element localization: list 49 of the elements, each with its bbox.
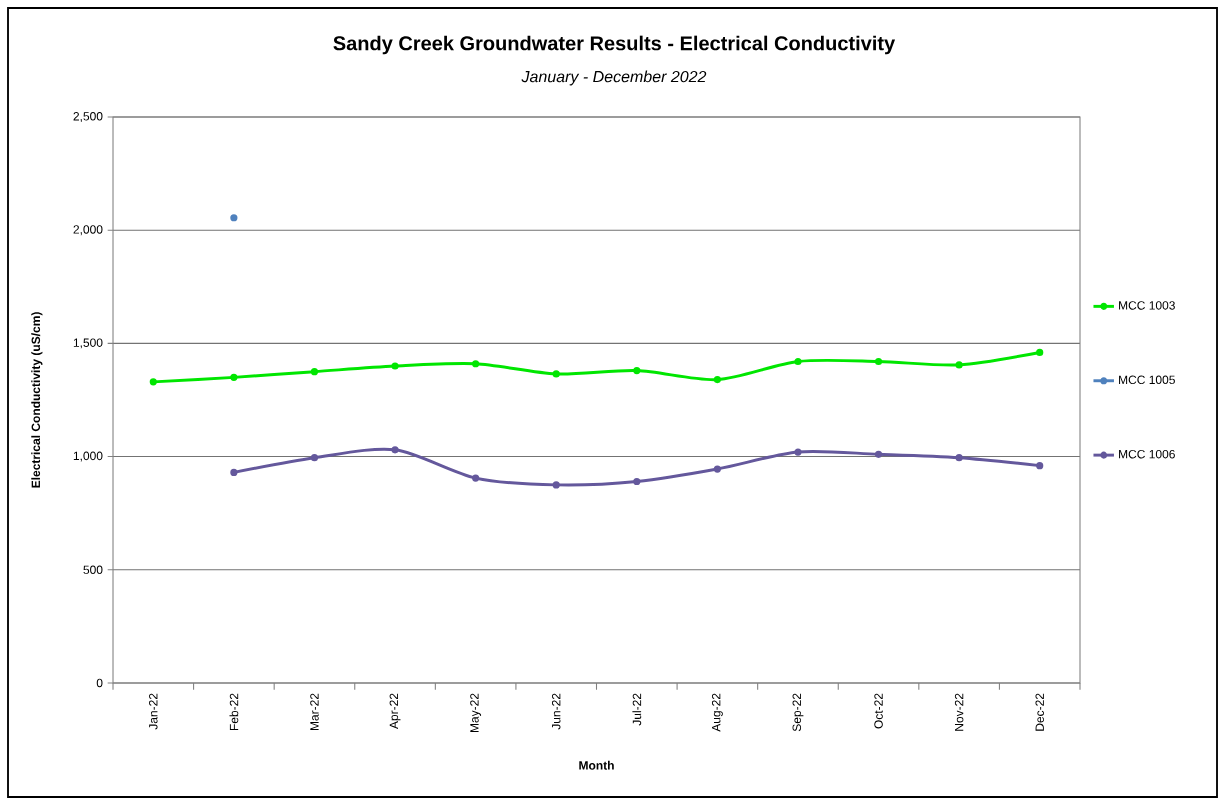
x-tick-label: Apr-22	[389, 693, 401, 730]
point	[310, 454, 319, 462]
point	[955, 361, 963, 369]
x-tick-label: Sep-22	[792, 693, 804, 732]
y-axis-title: Electrical Conductivity (uS/cm)	[31, 312, 43, 488]
x-tick-label: May-22	[470, 693, 482, 733]
y-tick-label: 0	[96, 678, 103, 688]
point	[552, 481, 560, 489]
point	[874, 450, 883, 458]
point	[472, 360, 480, 368]
x-tick-label: Feb-22	[229, 693, 239, 731]
point	[1036, 462, 1044, 470]
point	[391, 446, 399, 454]
y-tick-label: 2,500	[73, 112, 103, 122]
point	[230, 214, 238, 222]
point	[552, 370, 560, 378]
y-tick-label: 2,000	[73, 225, 103, 236]
chart-subtitle: January - December 2022	[521, 70, 707, 86]
point	[472, 474, 480, 482]
y-tick-label: 1,500	[73, 338, 103, 349]
x-tick-label: Nov-22	[954, 693, 964, 731]
point	[310, 368, 319, 376]
point	[633, 477, 641, 486]
x-tick-label: Dec-22	[1035, 693, 1044, 731]
point	[633, 366, 641, 375]
y-tick-label: 1,000	[73, 451, 103, 462]
point	[794, 357, 802, 366]
point	[230, 468, 238, 477]
x-tick-label: Jul-22	[632, 693, 642, 726]
point	[713, 465, 721, 473]
legend-label: MCC 1006	[1119, 449, 1175, 459]
x-tick-label: Aug-22	[711, 693, 723, 732]
point	[713, 376, 721, 384]
x-tick-label: Mar-22	[310, 693, 319, 731]
legend-label: MCC 1003	[1119, 301, 1175, 310]
x-axis-title: Month	[579, 760, 614, 770]
x-tick-label: Jan-22	[149, 693, 158, 730]
chart-title: Sandy Creek Groundwater Results - Electrical Conductivity	[333, 35, 896, 55]
legend-label: MCC 1005	[1119, 375, 1175, 385]
x-tick-label: Oct-22	[874, 693, 883, 729]
point	[874, 357, 883, 366]
point	[955, 454, 963, 462]
point	[1036, 348, 1044, 357]
point	[149, 378, 157, 386]
point	[230, 373, 238, 381]
point	[391, 362, 399, 370]
y-tick-label: 500	[83, 565, 103, 575]
point	[794, 448, 802, 456]
x-tick-label: Jun-22	[551, 693, 561, 730]
